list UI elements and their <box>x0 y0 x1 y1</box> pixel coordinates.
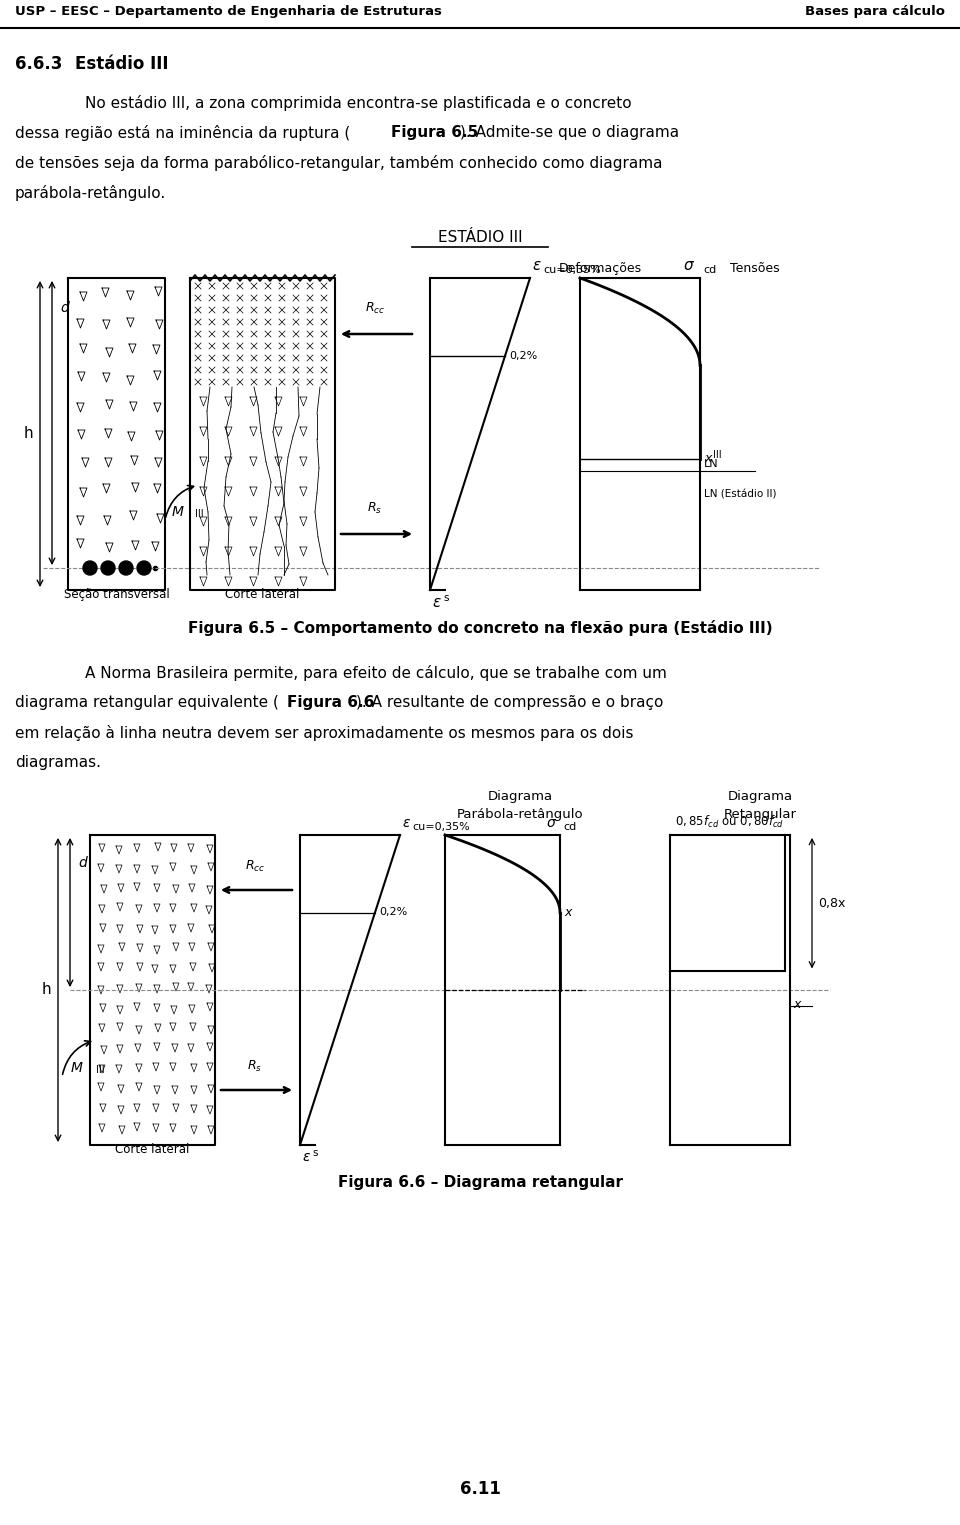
Text: LN (Estádio II): LN (Estádio II) <box>704 490 777 500</box>
Text: $\varepsilon$: $\varepsilon$ <box>532 258 541 273</box>
Text: 6.6.3: 6.6.3 <box>15 55 62 73</box>
Text: diagrama retangular equivalente (: diagrama retangular equivalente ( <box>15 695 278 711</box>
Text: $R_s$: $R_s$ <box>248 1058 262 1074</box>
Circle shape <box>119 561 133 575</box>
Text: dessa região está na iminência da ruptura (: dessa região está na iminência da ruptur… <box>15 125 350 140</box>
Text: $\sigma$: $\sigma$ <box>546 816 557 830</box>
Circle shape <box>137 561 151 575</box>
Text: Figura 6.6 – Diagrama retangular: Figura 6.6 – Diagrama retangular <box>338 1174 622 1190</box>
Text: Diagrama: Diagrama <box>488 790 553 804</box>
Text: $R_s$: $R_s$ <box>368 500 382 515</box>
Text: $\varepsilon$: $\varepsilon$ <box>432 595 442 610</box>
Text: LN: LN <box>704 459 719 470</box>
Text: Estádio III: Estádio III <box>75 55 169 73</box>
Text: Parábola-retângulo: Parábola-retângulo <box>457 808 584 820</box>
Text: parábola-retângulo.: parábola-retângulo. <box>15 185 166 201</box>
Text: Figura 6.6: Figura 6.6 <box>287 695 374 711</box>
Text: USP – EESC – Departamento de Engenharia de Estruturas: USP – EESC – Departamento de Engenharia … <box>15 5 442 18</box>
Text: $\varepsilon$: $\varepsilon$ <box>302 1150 311 1164</box>
Text: h: h <box>23 427 33 442</box>
Text: 0,8x: 0,8x <box>818 897 846 910</box>
Text: $R_{cc}$: $R_{cc}$ <box>365 300 385 316</box>
Text: s: s <box>312 1148 318 1157</box>
Text: Corte lateral: Corte lateral <box>226 589 300 601</box>
Text: Figura 6.5: Figura 6.5 <box>391 125 478 140</box>
Text: diagramas.: diagramas. <box>15 755 101 770</box>
Text: x: x <box>564 906 571 920</box>
Text: No estádio III, a zona comprimida encontra-se plastificada e o concreto: No estádio III, a zona comprimida encont… <box>85 95 632 111</box>
Text: h: h <box>41 982 51 997</box>
Text: cu=0,35%: cu=0,35% <box>412 822 469 833</box>
Text: Tensões: Tensões <box>731 262 780 274</box>
Text: ). A resultante de compressão e o braço: ). A resultante de compressão e o braço <box>356 695 663 711</box>
Text: x: x <box>793 997 801 1011</box>
Text: cd: cd <box>703 265 716 274</box>
Text: d: d <box>78 856 86 869</box>
Text: Deformações: Deformações <box>559 262 641 274</box>
Text: $R_{cc}$: $R_{cc}$ <box>245 859 265 874</box>
Text: $\sigma$: $\sigma$ <box>683 258 695 273</box>
Circle shape <box>101 561 115 575</box>
Text: $M$: $M$ <box>172 505 185 518</box>
Text: x: x <box>704 453 711 465</box>
Text: 0,2%: 0,2% <box>379 907 407 918</box>
Text: Diagrama: Diagrama <box>728 790 793 804</box>
Text: Retangular: Retangular <box>724 808 797 820</box>
Text: III: III <box>195 509 204 518</box>
Text: III: III <box>96 1064 105 1075</box>
Text: III: III <box>713 450 722 461</box>
Text: Bases para cálculo: Bases para cálculo <box>805 5 945 18</box>
Text: A Norma Brasileira permite, para efeito de cálculo, que se trabalhe com um: A Norma Brasileira permite, para efeito … <box>85 665 667 682</box>
Text: 6.11: 6.11 <box>460 1479 500 1498</box>
Text: 0,2%: 0,2% <box>509 351 538 361</box>
Text: Figura 6.5 – Comportamento do concreto na flexão pura (Estádio III): Figura 6.5 – Comportamento do concreto n… <box>188 621 772 636</box>
Text: s: s <box>443 593 448 602</box>
Text: cu=0,35%: cu=0,35% <box>543 265 601 274</box>
Text: ). Admite-se que o diagrama: ). Admite-se que o diagrama <box>460 125 679 140</box>
Text: em relação à linha neutra devem ser aproximadamente os mesmos para os dois: em relação à linha neutra devem ser apro… <box>15 724 634 741</box>
Text: cd: cd <box>563 822 576 833</box>
Text: d: d <box>60 300 69 316</box>
Text: $0,85f_{cd}$ ou $0,80f_{cd}$: $0,85f_{cd}$ ou $0,80f_{cd}$ <box>676 814 784 830</box>
Text: de tensões seja da forma parabólico-retangular, também conhecido como diagrama: de tensões seja da forma parabólico-reta… <box>15 156 662 171</box>
Text: ESTÁDIO III: ESTÁDIO III <box>438 230 522 246</box>
Text: $M$: $M$ <box>70 1061 84 1075</box>
Text: Corte lateral: Corte lateral <box>115 1144 190 1156</box>
Text: Seção transversal: Seção transversal <box>63 589 169 601</box>
Text: $\varepsilon$: $\varepsilon$ <box>402 816 411 830</box>
Circle shape <box>83 561 97 575</box>
